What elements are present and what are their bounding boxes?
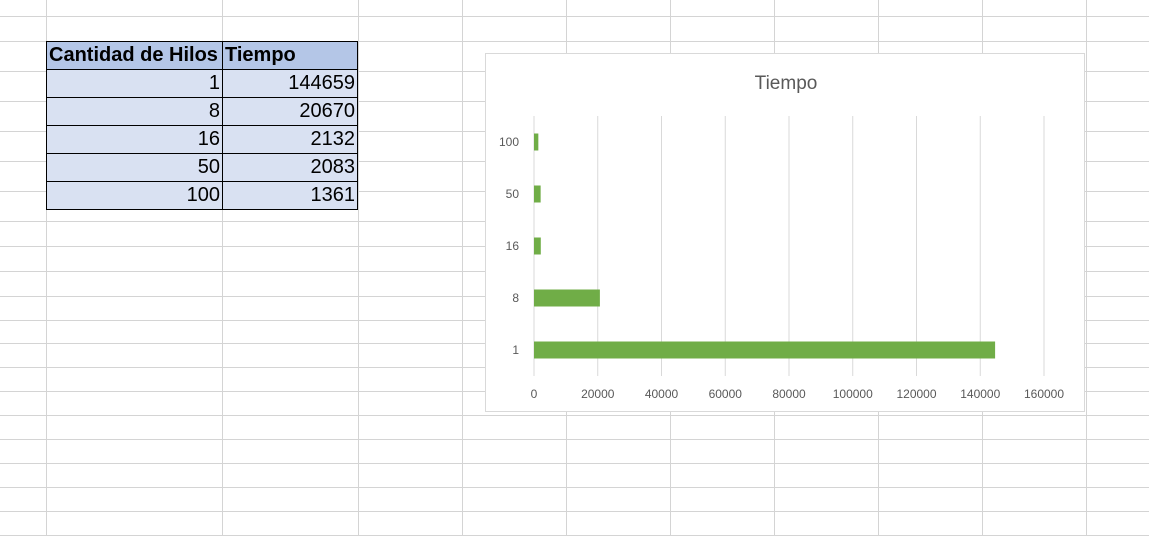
x-tick-label: 60000: [709, 387, 743, 401]
bar-1[interactable]: [534, 341, 996, 359]
bar-50[interactable]: [534, 185, 541, 203]
x-tick-label: 120000: [896, 387, 936, 401]
table-row: 100 1361: [46, 181, 358, 210]
cell-tiempo[interactable]: 144659: [222, 69, 358, 98]
bar-16[interactable]: [534, 237, 541, 255]
header-cantidad-de-hilos[interactable]: Cantidad de Hilos: [46, 41, 223, 70]
x-tick-label: 20000: [581, 387, 615, 401]
y-tick-label: 100: [499, 135, 519, 149]
x-tick-label: 0: [531, 387, 538, 401]
cell-hilos[interactable]: 100: [46, 181, 223, 210]
x-tick-label: 40000: [645, 387, 679, 401]
bar-8[interactable]: [534, 289, 600, 307]
cell-hilos[interactable]: 16: [46, 125, 223, 154]
cell-tiempo[interactable]: 20670: [222, 97, 358, 126]
x-tick-label: 100000: [833, 387, 873, 401]
bar-100[interactable]: [534, 133, 539, 151]
table-header-row: Cantidad de Hilos Tiempo: [46, 41, 358, 70]
y-tick-label: 1: [512, 343, 519, 357]
y-tick-label: 16: [506, 239, 520, 253]
y-tick-label: 50: [506, 187, 520, 201]
table-row: 1 144659: [46, 69, 358, 98]
y-tick-label: 8: [512, 291, 519, 305]
table-row: 16 2132: [46, 125, 358, 154]
header-tiempo[interactable]: Tiempo: [222, 41, 358, 70]
cell-tiempo[interactable]: 2083: [222, 153, 358, 182]
data-table: Cantidad de Hilos Tiempo 1 144659 8 2067…: [46, 41, 358, 210]
table-row: 50 2083: [46, 153, 358, 182]
chart[interactable]: Tiempo 0 20000 40000 60000 80000 100000 120000 1…: [485, 53, 1085, 412]
cell-hilos[interactable]: 8: [46, 97, 223, 126]
cell-tiempo[interactable]: 2132: [222, 125, 358, 154]
table-row: 8 20670: [46, 97, 358, 126]
x-tick-label: 80000: [772, 387, 806, 401]
cell-hilos[interactable]: 50: [46, 153, 223, 182]
x-tick-label: 160000: [1024, 387, 1064, 401]
cell-hilos[interactable]: 1: [46, 69, 223, 98]
x-tick-label: 140000: [960, 387, 1000, 401]
cell-tiempo[interactable]: 1361: [222, 181, 358, 210]
chart-svg: Tiempo 0 20000 40000 60000 80000 100000 120000 1…: [499, 73, 1064, 401]
chart-title: Tiempo: [755, 73, 818, 94]
